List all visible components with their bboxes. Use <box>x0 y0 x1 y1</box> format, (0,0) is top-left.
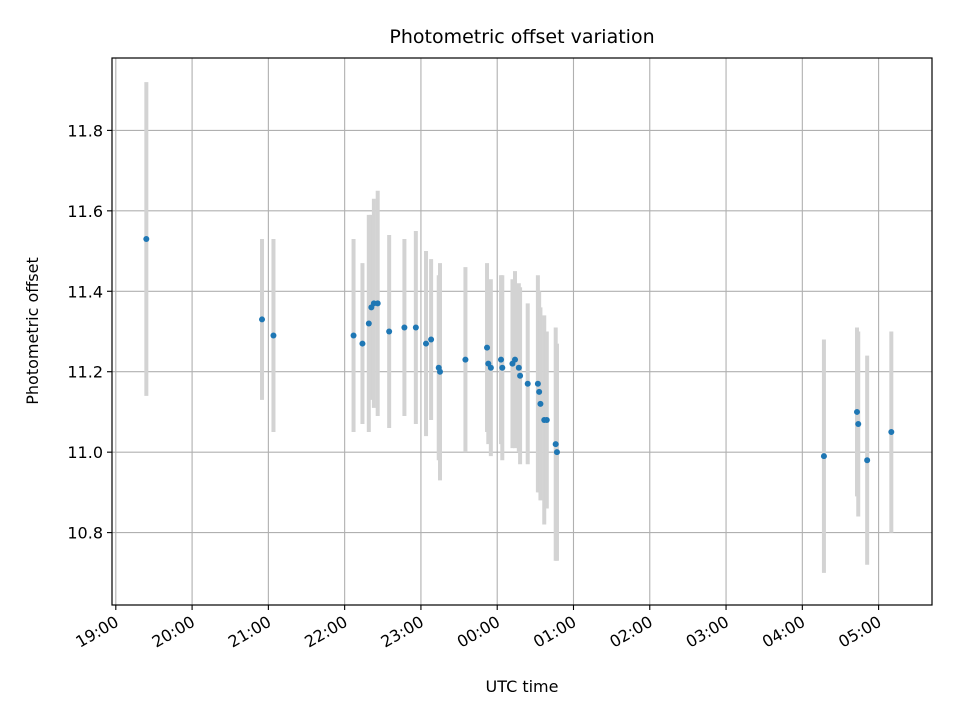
data-point <box>517 372 524 379</box>
data-point <box>386 328 393 335</box>
data-point <box>855 421 862 428</box>
data-point <box>423 340 430 347</box>
y-tick-label: 11.8 <box>67 121 103 140</box>
data-point <box>374 300 381 307</box>
data-point <box>412 324 419 331</box>
data-point <box>552 441 559 448</box>
y-tick-label: 11.6 <box>67 202 103 221</box>
data-point <box>487 364 494 371</box>
data-point <box>359 340 366 347</box>
data-point <box>515 364 522 371</box>
data-point <box>524 380 531 387</box>
data-point <box>350 332 357 339</box>
data-point <box>143 235 150 242</box>
data-point <box>512 356 519 363</box>
y-tick-label: 10.8 <box>67 524 103 543</box>
plot-frame <box>111 57 933 606</box>
data-point <box>484 344 491 351</box>
data-point <box>888 429 895 436</box>
data-point <box>499 364 506 371</box>
point-layer <box>143 235 895 464</box>
data-point <box>853 408 860 415</box>
y-axis-label: Photometric offset <box>23 257 42 405</box>
y-tick-label: 11.2 <box>67 363 103 382</box>
x-axis-label: UTC time <box>486 677 559 696</box>
chart-title: Photometric offset variation <box>389 26 654 48</box>
data-point <box>864 457 871 464</box>
data-point <box>536 388 543 395</box>
data-point <box>437 368 443 375</box>
data-point <box>365 320 372 327</box>
data-point <box>428 336 435 343</box>
data-point <box>820 453 827 460</box>
data-point <box>534 380 541 387</box>
y-tick-label: 11.0 <box>67 443 103 462</box>
data-point <box>537 400 544 407</box>
data-point <box>498 356 505 363</box>
data-point <box>401 324 408 331</box>
data-point <box>553 449 560 456</box>
data-point <box>270 332 277 339</box>
data-point <box>543 416 550 423</box>
data-point <box>259 316 266 323</box>
data-point <box>462 356 469 363</box>
y-tick-label: 11.4 <box>67 282 103 301</box>
